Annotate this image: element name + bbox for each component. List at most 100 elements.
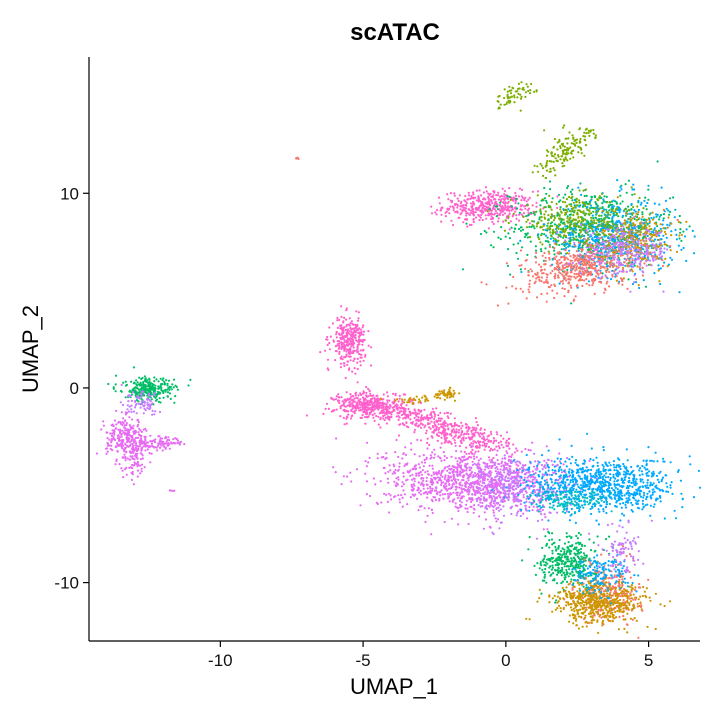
data-point bbox=[557, 276, 560, 279]
data-point bbox=[648, 225, 651, 228]
data-point bbox=[638, 286, 641, 290]
data-point bbox=[606, 220, 609, 223]
data-point bbox=[595, 203, 598, 206]
data-point bbox=[658, 248, 661, 251]
data-point bbox=[553, 153, 557, 156]
data-point bbox=[601, 275, 604, 278]
data-point bbox=[417, 481, 420, 484]
data-point bbox=[611, 217, 614, 220]
data-point bbox=[674, 208, 677, 211]
data-point bbox=[511, 87, 515, 90]
data-point bbox=[642, 248, 645, 251]
data-point bbox=[360, 330, 363, 334]
data-point bbox=[569, 259, 572, 262]
data-point bbox=[608, 250, 611, 253]
data-point bbox=[627, 252, 630, 255]
data-point bbox=[569, 233, 572, 236]
data-point bbox=[405, 421, 408, 425]
data-point bbox=[475, 456, 478, 459]
data-point bbox=[653, 227, 656, 230]
data-point bbox=[618, 211, 621, 214]
data-point bbox=[586, 248, 590, 251]
data-point bbox=[534, 261, 538, 264]
data-point bbox=[609, 257, 612, 260]
data-point bbox=[618, 206, 621, 209]
data-point bbox=[584, 144, 588, 147]
data-point bbox=[360, 332, 363, 335]
data-point bbox=[591, 237, 594, 240]
data-point bbox=[603, 229, 607, 232]
data-point bbox=[626, 257, 630, 260]
data-point bbox=[588, 202, 591, 206]
data-point bbox=[659, 231, 662, 234]
data-point bbox=[612, 212, 615, 215]
data-point bbox=[664, 233, 667, 236]
data-point bbox=[516, 90, 519, 93]
data-point bbox=[655, 247, 658, 250]
data-point bbox=[367, 403, 371, 406]
data-point bbox=[592, 221, 595, 224]
data-point bbox=[557, 193, 561, 196]
data-point bbox=[575, 273, 578, 276]
data-point bbox=[451, 223, 455, 227]
data-point bbox=[556, 292, 559, 295]
data-point bbox=[572, 136, 575, 139]
data-point bbox=[376, 405, 379, 408]
data-point bbox=[561, 152, 565, 155]
data-point bbox=[576, 275, 579, 278]
data-point bbox=[588, 284, 591, 287]
data-point bbox=[580, 193, 583, 196]
data-point bbox=[432, 471, 435, 474]
data-point bbox=[388, 511, 391, 514]
data-point bbox=[602, 208, 606, 211]
data-point bbox=[570, 302, 573, 305]
data-point bbox=[470, 456, 473, 459]
data-point bbox=[471, 448, 474, 451]
data-point bbox=[594, 216, 597, 219]
data-point bbox=[666, 248, 669, 251]
data-point bbox=[355, 468, 359, 471]
data-point bbox=[554, 272, 557, 275]
data-point bbox=[593, 236, 596, 239]
data-point bbox=[566, 225, 569, 228]
data-point bbox=[557, 154, 560, 157]
data-point bbox=[453, 435, 456, 438]
data-point bbox=[330, 396, 333, 399]
data-points bbox=[95, 81, 702, 639]
data-point bbox=[319, 351, 322, 354]
data-point bbox=[398, 462, 401, 465]
data-point bbox=[462, 433, 465, 436]
data-point bbox=[494, 470, 497, 473]
data-point bbox=[509, 198, 512, 201]
data-point bbox=[593, 262, 596, 265]
data-point bbox=[604, 262, 607, 265]
data-point bbox=[431, 467, 434, 470]
data-point bbox=[668, 197, 672, 200]
data-point bbox=[552, 229, 555, 232]
data-point bbox=[561, 165, 564, 168]
data-point bbox=[365, 395, 368, 398]
data-point bbox=[569, 210, 573, 213]
data-point bbox=[659, 256, 662, 259]
data-point bbox=[411, 493, 414, 496]
data-point bbox=[427, 423, 430, 426]
data-point bbox=[530, 270, 534, 273]
data-point bbox=[623, 219, 626, 222]
data-point bbox=[685, 228, 688, 231]
data-point bbox=[651, 243, 654, 246]
data-point bbox=[431, 487, 434, 490]
data-point bbox=[501, 195, 504, 198]
data-point bbox=[494, 209, 497, 213]
data-point bbox=[370, 346, 373, 349]
data-point bbox=[639, 260, 642, 263]
data-point bbox=[561, 471, 564, 474]
data-point bbox=[662, 213, 666, 216]
data-point bbox=[543, 513, 546, 516]
data-point bbox=[342, 409, 345, 412]
data-point bbox=[369, 392, 372, 395]
data-point bbox=[365, 416, 369, 419]
data-point bbox=[359, 504, 362, 507]
data-point bbox=[501, 187, 504, 190]
data-point bbox=[402, 417, 405, 420]
data-point bbox=[521, 246, 524, 249]
